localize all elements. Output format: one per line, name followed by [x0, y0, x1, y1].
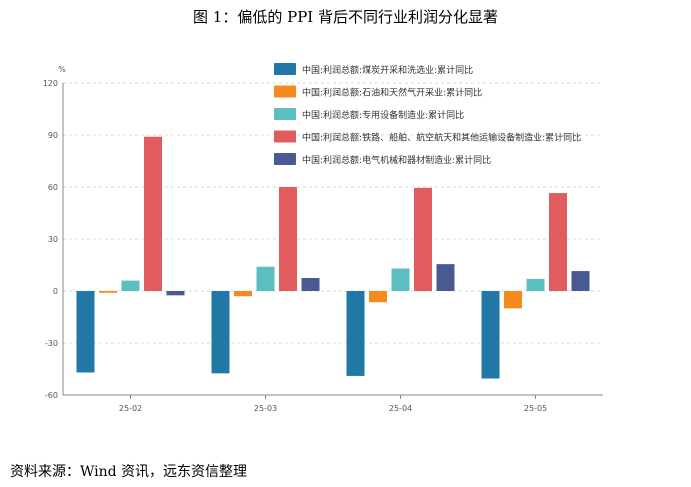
y-tick-label: 90	[48, 131, 58, 140]
x-tick-label: 25-02	[119, 404, 142, 413]
bars	[76, 136, 590, 379]
axes: 120 90 60 30 0 -30 -60% 25-02 25-03 25-04 25-05	[43, 65, 603, 413]
bar	[526, 278, 545, 291]
bar	[121, 280, 140, 291]
legend-label: 中国:利润总额:石油和天然气开采业:累计同比	[302, 87, 482, 99]
bar	[279, 187, 297, 291]
bar	[144, 136, 162, 291]
x-tick-label: 25-05	[524, 404, 547, 413]
legend-label: 中国:利润总额:专用设备制造业:累计同比	[302, 109, 464, 121]
bar	[301, 278, 320, 291]
x-tick-label: 25-04	[389, 404, 412, 413]
bar	[571, 271, 590, 291]
legend-label: 中国:利润总额:电气机械和器材制造业:累计同比	[302, 154, 491, 166]
bar	[346, 291, 365, 376]
bar	[504, 291, 522, 309]
bar	[436, 264, 455, 291]
figure-title: 图 1：偏低的 PPI 背后不同行业利润分化显著	[193, 8, 498, 26]
bar	[234, 291, 252, 297]
y-tick-label: -30	[45, 339, 58, 348]
x-tick-label: 25-03	[254, 404, 277, 413]
legend-swatch	[274, 153, 296, 165]
bar	[391, 268, 410, 291]
bar	[211, 291, 230, 374]
bar	[99, 291, 117, 293]
y-tick-label: 60	[48, 183, 58, 192]
legend-swatch	[274, 130, 296, 143]
y-axis-unit: %	[58, 65, 66, 74]
bar	[414, 187, 432, 291]
legend-swatch	[274, 85, 296, 98]
legend-label: 中国:利润总额:煤炭开采和洗选业:累计同比	[302, 64, 473, 76]
bar	[76, 291, 95, 373]
y-tick-label: 0	[53, 287, 58, 296]
legend: 中国:利润总额:煤炭开采和洗选业:累计同比中国:利润总额:石油和天然气开采业:累…	[274, 63, 581, 166]
y-tick-label: -60	[45, 391, 58, 400]
source-note: 资料来源：Wind 资讯，远东资信整理	[10, 464, 248, 480]
y-tick-label: 120	[43, 79, 58, 88]
legend-swatch	[274, 63, 296, 75]
bar	[549, 193, 567, 291]
y-tick-label: 30	[48, 235, 58, 244]
bar	[166, 291, 185, 296]
bar	[256, 266, 275, 291]
legend-label: 中国:利润总额:铁路、船舶、航空航天和其他运输设备制造业:累计同比	[302, 132, 581, 144]
bar	[481, 291, 500, 379]
bar	[369, 291, 387, 303]
legend-swatch	[274, 108, 296, 120]
